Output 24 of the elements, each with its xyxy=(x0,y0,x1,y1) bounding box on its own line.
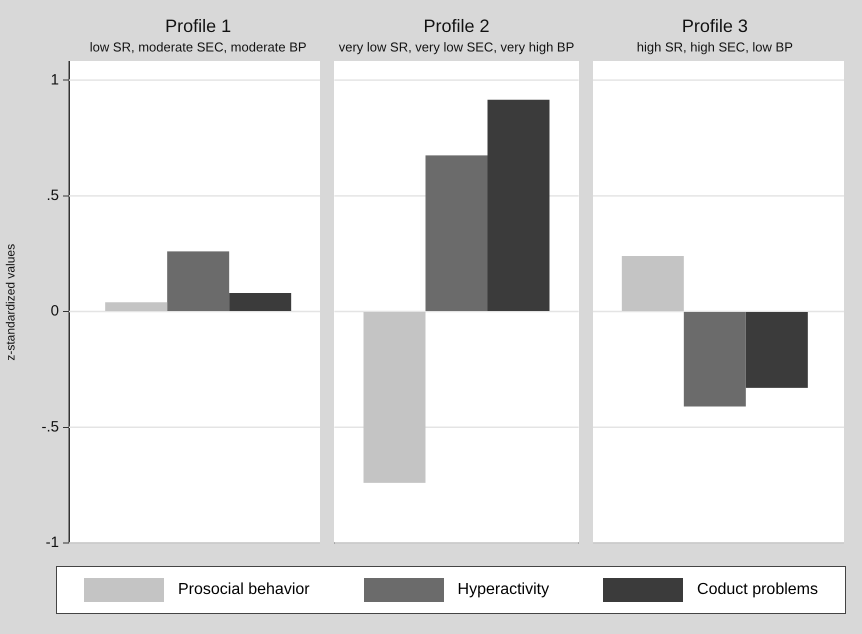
text: very low SR, very low SEC, very high BP xyxy=(338,40,574,55)
x-tick-label: Profile 1 xyxy=(165,16,232,36)
bar xyxy=(167,251,230,312)
bar xyxy=(746,312,808,388)
bar xyxy=(229,293,292,312)
legend-label: Prosocial behavior xyxy=(178,581,310,599)
bar xyxy=(426,155,488,312)
y-tick-label: 0 xyxy=(50,302,59,320)
bar xyxy=(364,312,426,483)
y-tick-label: -.5 xyxy=(41,418,59,436)
y-tick-label: .5 xyxy=(46,186,59,204)
legend-label: Hyperactivity xyxy=(458,581,550,599)
text: low SR, moderate SEC, moderate BP xyxy=(90,40,307,55)
bar xyxy=(622,256,684,312)
text: high SR, high SEC, low BP xyxy=(636,40,793,55)
bar xyxy=(488,100,550,312)
x-tick-label: Profile 3 xyxy=(682,16,748,36)
y-axis-title: z-standardized values xyxy=(4,244,18,361)
x-tick-label: Profile 2 xyxy=(423,16,490,36)
y-tick-label: 1 xyxy=(50,71,59,88)
bar xyxy=(684,312,746,406)
legend-label: Coduct problems xyxy=(697,581,818,599)
bar xyxy=(105,302,168,312)
y-tick-label: -1 xyxy=(46,534,59,552)
